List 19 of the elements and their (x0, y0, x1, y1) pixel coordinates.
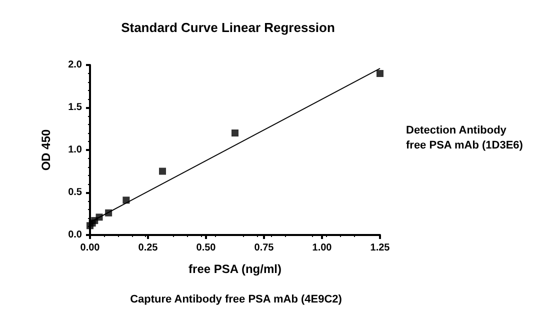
y-tick-label: 1.5 (68, 102, 82, 113)
y-tick-label: 1.0 (68, 144, 82, 156)
y-axis-title: OD 450 (39, 129, 53, 171)
chart-title: Standard Curve Linear Regression (121, 20, 335, 35)
point (159, 168, 166, 175)
x-tick-label: 1.25 (370, 242, 390, 254)
text: Capture Antibody free PSA mAb (4E9C2) (130, 294, 342, 306)
x-tick-label: 0.50 (196, 242, 216, 254)
y-tick-label: 0.0 (68, 230, 82, 240)
point (376, 70, 384, 77)
x-axis-title: free PSA (ng/ml) (188, 262, 282, 276)
text: Detection Antibody free PSA mAb (1D3E6) (406, 124, 524, 152)
y-tick-label: 0.5 (68, 187, 82, 198)
x-tick-label: 0.00 (80, 242, 100, 254)
y-tick-label: 2.0 (68, 60, 82, 70)
point (232, 130, 238, 136)
x-tick-label: 0.75 (254, 242, 274, 254)
x-tick-label: 1.00 (312, 242, 332, 254)
x-tick-label: 0.25 (138, 242, 158, 254)
